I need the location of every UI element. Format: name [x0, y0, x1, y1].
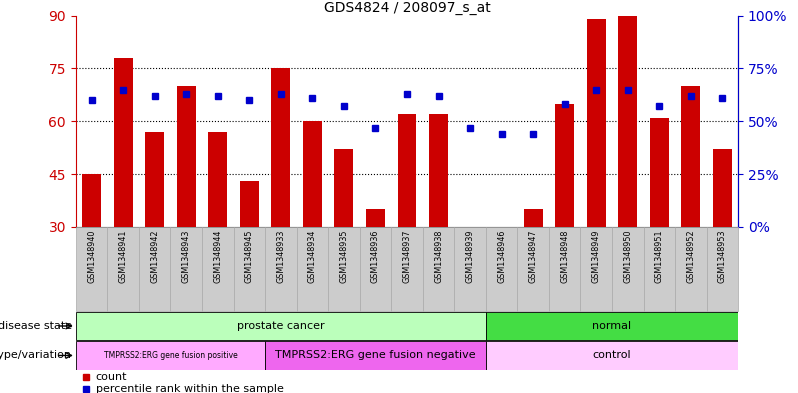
Bar	[643, 227, 675, 311]
Text: GSM1348948: GSM1348948	[560, 229, 569, 283]
Bar	[271, 68, 290, 227]
Bar	[423, 227, 454, 311]
Bar	[76, 312, 486, 340]
Bar	[706, 227, 738, 311]
Bar	[580, 227, 612, 311]
Bar	[454, 227, 486, 311]
Text: TMPRSS2:ERG gene fusion positive: TMPRSS2:ERG gene fusion positive	[104, 351, 237, 360]
Bar	[176, 86, 196, 227]
Text: GSM1348939: GSM1348939	[465, 229, 475, 283]
Bar	[76, 341, 265, 369]
Bar	[145, 132, 164, 227]
Bar	[171, 227, 202, 311]
Bar	[486, 312, 738, 340]
Bar	[612, 227, 643, 311]
Bar	[650, 118, 669, 227]
Text: GSM1348947: GSM1348947	[528, 229, 538, 283]
Text: GSM1348941: GSM1348941	[119, 229, 128, 283]
Bar	[618, 16, 638, 227]
Text: disease state: disease state	[0, 321, 72, 331]
Bar	[713, 149, 732, 227]
Bar	[391, 227, 423, 311]
Bar	[113, 58, 132, 227]
Text: GSM1348943: GSM1348943	[182, 229, 191, 283]
Bar	[486, 341, 738, 369]
Bar	[555, 104, 574, 227]
Bar	[675, 227, 706, 311]
Bar	[240, 181, 259, 227]
Text: prostate cancer: prostate cancer	[237, 321, 325, 331]
Text: GSM1348953: GSM1348953	[718, 229, 727, 283]
Text: GSM1348934: GSM1348934	[308, 229, 317, 283]
Text: GSM1348952: GSM1348952	[686, 229, 695, 283]
Text: GSM1348945: GSM1348945	[245, 229, 254, 283]
Text: GSM1348936: GSM1348936	[371, 229, 380, 283]
Text: GSM1348950: GSM1348950	[623, 229, 632, 283]
Text: GSM1348940: GSM1348940	[87, 229, 96, 283]
Text: genotype/variation: genotype/variation	[0, 351, 72, 360]
Bar	[208, 132, 227, 227]
Bar	[549, 227, 580, 311]
Title: GDS4824 / 208097_s_at: GDS4824 / 208097_s_at	[324, 1, 490, 15]
Text: GSM1348944: GSM1348944	[213, 229, 222, 283]
Bar	[429, 114, 448, 227]
Text: count: count	[96, 372, 127, 382]
Text: GSM1348946: GSM1348946	[497, 229, 506, 283]
Bar	[517, 227, 549, 311]
Bar	[297, 227, 328, 311]
Bar	[486, 227, 517, 311]
Text: normal: normal	[592, 321, 631, 331]
Bar	[681, 86, 701, 227]
Bar	[397, 114, 417, 227]
Text: GSM1348938: GSM1348938	[434, 229, 443, 283]
Bar	[265, 341, 486, 369]
Text: GSM1348937: GSM1348937	[402, 229, 412, 283]
Bar	[265, 227, 297, 311]
Text: GSM1348933: GSM1348933	[276, 229, 286, 283]
Bar	[202, 227, 234, 311]
Bar	[366, 209, 385, 227]
Text: TMPRSS2:ERG gene fusion negative: TMPRSS2:ERG gene fusion negative	[275, 351, 476, 360]
Bar	[234, 227, 265, 311]
Bar	[360, 227, 391, 311]
Bar	[328, 227, 360, 311]
Text: GSM1348935: GSM1348935	[339, 229, 349, 283]
Bar	[82, 174, 101, 227]
Bar	[334, 149, 354, 227]
Bar	[523, 209, 543, 227]
Bar	[139, 227, 171, 311]
Bar	[303, 121, 322, 227]
Text: control: control	[593, 351, 631, 360]
Text: GSM1348942: GSM1348942	[150, 229, 159, 283]
Bar	[76, 227, 108, 311]
Text: GSM1348949: GSM1348949	[592, 229, 601, 283]
Text: percentile rank within the sample: percentile rank within the sample	[96, 384, 283, 393]
Text: GSM1348951: GSM1348951	[655, 229, 664, 283]
Bar	[108, 227, 139, 311]
Bar	[587, 19, 606, 227]
